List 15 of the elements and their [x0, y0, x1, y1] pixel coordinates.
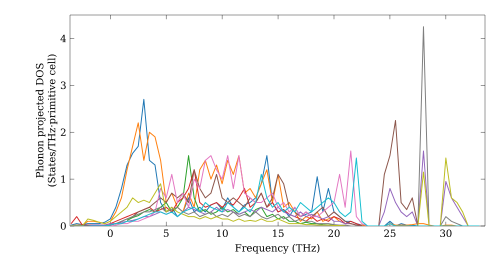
x-tick-label: 10 — [217, 230, 228, 238]
y-tick-label: 3 — [60, 82, 66, 90]
y-tick-label: 0 — [60, 222, 66, 230]
y-axis-title: Phonon projected DOS (States/THz·primitive cell) — [36, 54, 58, 186]
y-tick-label: 1 — [61, 175, 66, 183]
x-tick-label: 15 — [272, 230, 284, 238]
x-tick-label: 25 — [384, 230, 396, 238]
y-tick-label: 2 — [60, 128, 66, 136]
x-tick-label: 0 — [108, 230, 113, 238]
x-tick-label: 20 — [328, 230, 340, 238]
x-tick-label: 5 — [164, 230, 169, 237]
line-series — [126, 155, 334, 226]
x-axis-title: Frequency (THz) — [235, 244, 320, 254]
x-tick-label: 30 — [440, 230, 452, 238]
y-tick-label: 4 — [60, 34, 66, 42]
